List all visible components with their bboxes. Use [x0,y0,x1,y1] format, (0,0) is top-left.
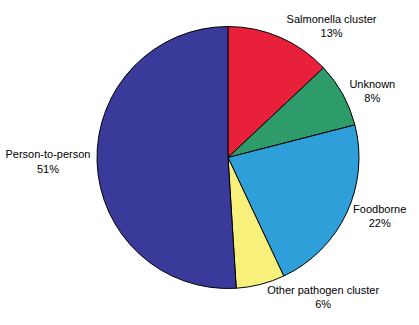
svg-text:Person-to-person51%: Person-to-person51% [5,148,90,174]
svg-text:Foodborne22%: Foodborne22% [353,203,406,229]
svg-text:Salmonella cluster13%: Salmonella cluster13% [287,13,377,39]
svg-text:Other pathogen cluster6%: Other pathogen cluster6% [267,284,379,310]
svg-text:Unknown8%: Unknown8% [349,78,395,104]
